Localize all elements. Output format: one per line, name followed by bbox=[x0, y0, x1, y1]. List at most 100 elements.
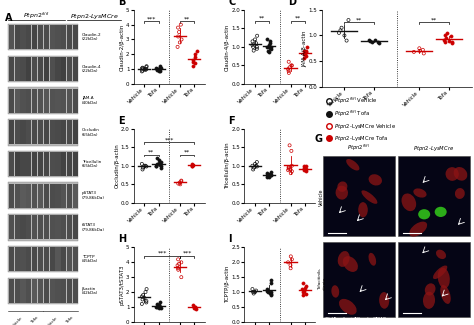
Ellipse shape bbox=[362, 190, 377, 204]
Point bbox=[138, 294, 146, 299]
Point bbox=[174, 263, 182, 268]
Point bbox=[143, 64, 150, 70]
Point bbox=[288, 169, 296, 174]
Point bbox=[153, 67, 161, 72]
Point bbox=[249, 167, 257, 172]
Point bbox=[193, 49, 201, 54]
Bar bbox=[61, 25, 66, 49]
Bar bbox=[38, 279, 43, 303]
Ellipse shape bbox=[433, 266, 447, 279]
Bar bbox=[9, 152, 14, 176]
Ellipse shape bbox=[436, 250, 446, 259]
Ellipse shape bbox=[343, 256, 358, 272]
Point bbox=[300, 168, 308, 173]
Bar bbox=[55, 120, 61, 144]
Point bbox=[263, 37, 271, 42]
Point bbox=[143, 300, 150, 305]
Point bbox=[157, 306, 164, 311]
Point bbox=[375, 41, 383, 46]
Point bbox=[152, 66, 160, 71]
Point bbox=[302, 54, 310, 59]
Bar bbox=[55, 25, 61, 49]
Point bbox=[139, 297, 146, 302]
Text: Occludin
(65kDa): Occludin (65kDa) bbox=[82, 128, 100, 136]
Text: Vehicle: Vehicle bbox=[319, 188, 324, 206]
Point bbox=[253, 44, 261, 49]
Point bbox=[253, 164, 261, 169]
Point bbox=[152, 304, 160, 309]
Point bbox=[335, 30, 343, 35]
Point bbox=[285, 69, 292, 74]
Bar bbox=[67, 152, 73, 176]
Point bbox=[138, 66, 146, 71]
Point bbox=[251, 161, 259, 166]
Bar bbox=[38, 152, 43, 176]
Point bbox=[190, 59, 197, 64]
Ellipse shape bbox=[440, 285, 451, 304]
Point bbox=[288, 63, 296, 68]
Bar bbox=[26, 215, 31, 240]
Y-axis label: Claudin-4/β-actin: Claudin-4/β-actin bbox=[225, 23, 230, 71]
Bar bbox=[26, 88, 31, 112]
Point bbox=[303, 44, 311, 49]
Point bbox=[174, 267, 182, 272]
Y-axis label: Tricellulin/β-actin: Tricellulin/β-actin bbox=[225, 142, 230, 189]
Point bbox=[249, 43, 256, 48]
Bar bbox=[73, 215, 78, 240]
Bar bbox=[67, 57, 73, 81]
Bar bbox=[55, 57, 61, 81]
Point bbox=[191, 61, 199, 66]
Point bbox=[448, 39, 456, 44]
Point bbox=[264, 48, 272, 53]
Point bbox=[155, 158, 163, 163]
Point bbox=[300, 52, 308, 57]
Point bbox=[157, 160, 164, 165]
Ellipse shape bbox=[379, 292, 389, 309]
Bar bbox=[20, 247, 26, 271]
Point bbox=[177, 179, 185, 184]
Bar bbox=[55, 247, 61, 271]
Point bbox=[366, 38, 374, 43]
Bar bbox=[55, 184, 61, 208]
Point bbox=[286, 65, 293, 70]
Point bbox=[190, 64, 197, 69]
Point bbox=[345, 18, 352, 23]
Point bbox=[190, 58, 197, 63]
Bar bbox=[9, 87, 78, 114]
Point bbox=[284, 67, 292, 72]
Bar bbox=[61, 152, 66, 176]
Point bbox=[287, 167, 294, 172]
Bar bbox=[323, 156, 395, 236]
Point bbox=[139, 165, 147, 170]
Point bbox=[299, 280, 307, 286]
Point bbox=[141, 163, 148, 168]
Text: H: H bbox=[118, 235, 126, 244]
Bar bbox=[50, 279, 55, 303]
Point bbox=[264, 290, 272, 295]
Bar bbox=[20, 57, 26, 81]
Text: F: F bbox=[228, 116, 235, 126]
Bar bbox=[73, 152, 78, 176]
Point bbox=[143, 286, 150, 292]
Ellipse shape bbox=[454, 167, 467, 181]
Point bbox=[302, 283, 310, 289]
Ellipse shape bbox=[446, 167, 459, 181]
Point bbox=[142, 67, 149, 72]
Point bbox=[154, 67, 161, 72]
Bar bbox=[26, 152, 31, 176]
Point bbox=[264, 286, 271, 292]
Ellipse shape bbox=[358, 202, 368, 217]
Bar bbox=[44, 120, 49, 144]
Bar bbox=[50, 88, 55, 112]
Bar bbox=[44, 152, 49, 176]
Point bbox=[176, 182, 184, 187]
Point bbox=[442, 35, 449, 41]
Text: Claudin-2
(22kDa): Claudin-2 (22kDa) bbox=[82, 33, 102, 41]
Point bbox=[155, 303, 163, 308]
Point bbox=[154, 156, 161, 161]
Point bbox=[266, 290, 273, 295]
Point bbox=[156, 64, 164, 69]
Point bbox=[365, 37, 373, 42]
Point bbox=[440, 37, 448, 42]
Text: ZO-1▮-cadherin▮Claudin-2▮DAPI: ZO-1▮-cadherin▮Claudin-2▮DAPI bbox=[325, 317, 387, 321]
